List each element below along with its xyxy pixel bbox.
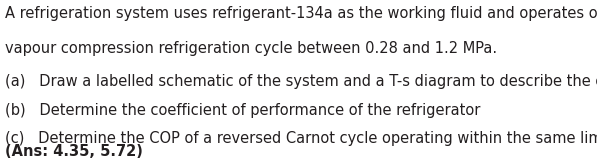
Text: (a)   Draw a labelled schematic of the system and a T-s diagram to describe the : (a) Draw a labelled schematic of the sys… [5,74,597,89]
Text: (Ans: 4.35, 5.72): (Ans: 4.35, 5.72) [5,144,143,159]
Text: vapour compression refrigeration cycle between 0.28 and 1.2 MPa.: vapour compression refrigeration cycle b… [5,41,497,55]
Text: A refrigeration system uses refrigerant-134a as the working fluid and operates o: A refrigeration system uses refrigerant-… [5,6,597,21]
Text: (b)   Determine the coefficient of performance of the refrigerator: (b) Determine the coefficient of perform… [5,103,480,118]
Text: (c)   Determine the COP of a reversed Carnot cycle operating within the same lim: (c) Determine the COP of a reversed Carn… [5,131,597,146]
